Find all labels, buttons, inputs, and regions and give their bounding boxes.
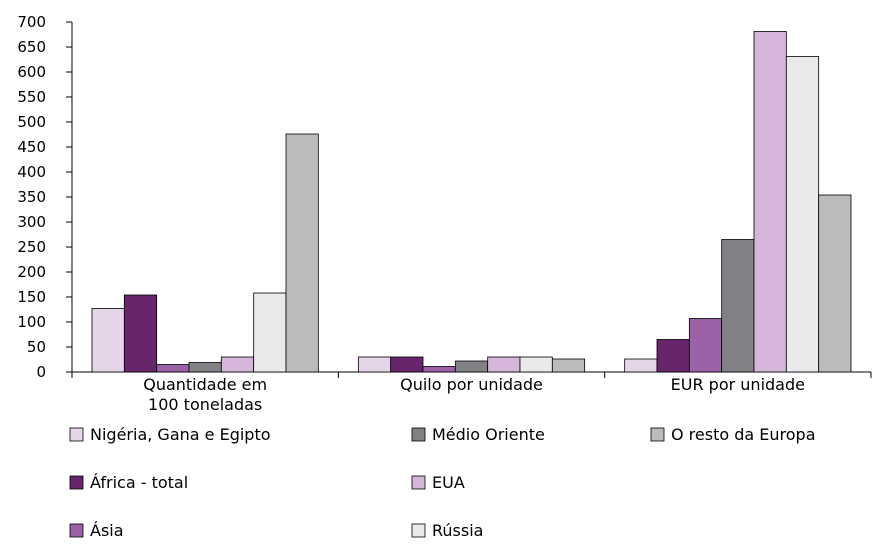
bar-0-1 bbox=[357, 356, 392, 373]
x-category-label: 100 toneladas bbox=[148, 395, 262, 414]
legend-label: Rússia bbox=[432, 521, 483, 540]
y-tick-label: 400 bbox=[17, 163, 46, 181]
y-axis: 0 50 100 150 200 250 300 350 400 450 500 550 600 650 7… bbox=[17, 13, 73, 381]
bar-4-0 bbox=[220, 356, 255, 373]
bar-2-1 bbox=[422, 366, 456, 373]
bar-6-1 bbox=[551, 358, 586, 373]
y-tick-label: 650 bbox=[17, 38, 46, 56]
legend-item: África - total bbox=[69, 473, 188, 492]
y-tick-label: 0 bbox=[36, 363, 46, 381]
legend-item: O resto da Europa bbox=[650, 425, 816, 444]
bar-0-2 bbox=[624, 358, 658, 373]
bar-3-0 bbox=[188, 362, 222, 373]
legend-label: África - total bbox=[90, 473, 188, 492]
bar-5-0 bbox=[253, 292, 287, 373]
bar-4-2 bbox=[753, 31, 787, 373]
legend-item: Rússia bbox=[411, 521, 483, 540]
bar-1-1 bbox=[390, 356, 424, 373]
bars bbox=[91, 31, 852, 373]
bar-6-2 bbox=[818, 194, 852, 373]
legend-item: Médio Oriente bbox=[411, 425, 545, 444]
y-tick-label: 150 bbox=[17, 288, 46, 306]
bar-3-1 bbox=[454, 360, 489, 373]
legend-item: EUA bbox=[411, 473, 465, 492]
legend-label: EUA bbox=[432, 473, 465, 492]
y-tick-label: 50 bbox=[27, 338, 46, 356]
legend-swatch bbox=[650, 427, 665, 442]
y-tick-label: 550 bbox=[17, 88, 46, 106]
legend-swatch bbox=[411, 475, 426, 490]
y-tick-label: 450 bbox=[17, 138, 46, 156]
bar-5-2 bbox=[785, 56, 820, 373]
legend-item: Nigéria, Gana e Egipto bbox=[69, 425, 271, 444]
legend-label: O resto da Europa bbox=[671, 425, 816, 444]
legend-item: Ásia bbox=[69, 521, 124, 540]
y-tick-label: 300 bbox=[17, 213, 46, 231]
y-tick-label: 100 bbox=[17, 313, 46, 331]
bar-1-2 bbox=[656, 339, 690, 373]
bar-2-0 bbox=[156, 364, 190, 373]
bar-0-0 bbox=[91, 308, 125, 373]
y-tick-label: 200 bbox=[17, 263, 46, 281]
bar-1-0 bbox=[123, 294, 158, 373]
legend-label: Ásia bbox=[90, 521, 124, 540]
bar-2-2 bbox=[688, 318, 723, 373]
legend-swatch bbox=[69, 427, 84, 442]
legend-swatch bbox=[69, 523, 84, 538]
legend-label: Médio Oriente bbox=[432, 425, 545, 444]
y-tick-label: 250 bbox=[17, 238, 46, 256]
legend-swatch bbox=[411, 523, 426, 538]
y-tick-label: 500 bbox=[17, 113, 46, 131]
x-category-label: EUR por unidade bbox=[671, 375, 805, 394]
x-category-label: Quilo por unidade bbox=[400, 375, 543, 394]
bar-6-0 bbox=[285, 133, 319, 373]
bar-3-2 bbox=[721, 239, 755, 373]
bar-5-1 bbox=[519, 356, 553, 373]
x-category-label: Quantidade em bbox=[143, 375, 267, 394]
legend-swatch bbox=[411, 427, 426, 442]
legend-swatch bbox=[69, 475, 84, 490]
legend: Nigéria, Gana e Egipto África - total Ásia… bbox=[69, 425, 816, 540]
y-tick-label: 350 bbox=[17, 188, 46, 206]
y-tick-label: 600 bbox=[17, 63, 46, 81]
legend-label: Nigéria, Gana e Egipto bbox=[90, 425, 271, 444]
y-tick-label: 700 bbox=[17, 13, 46, 31]
bar-4-1 bbox=[487, 356, 521, 373]
